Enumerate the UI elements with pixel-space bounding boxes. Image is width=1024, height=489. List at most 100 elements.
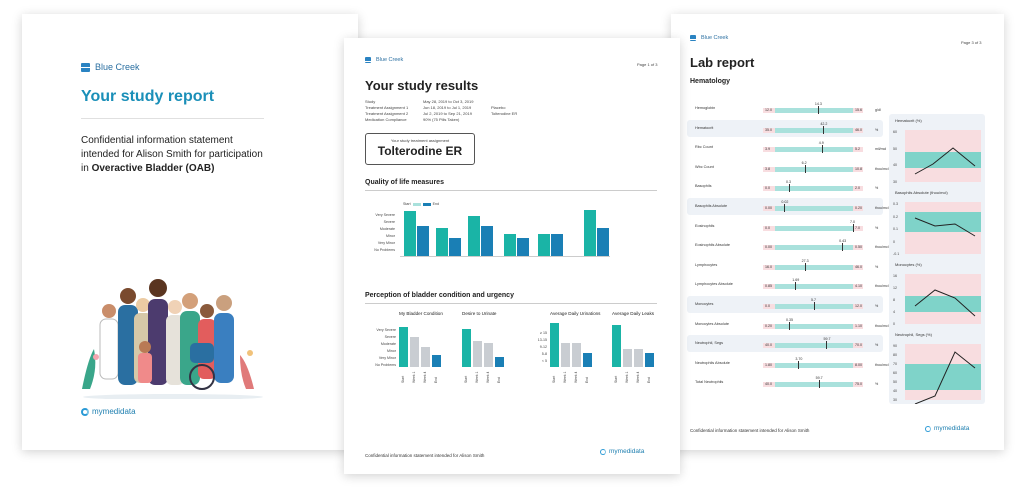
lab-normal-range: [775, 127, 853, 133]
week-label: Week 4: [574, 371, 578, 383]
lab-range-bar: [763, 206, 863, 211]
trend-tick-label: 0.3: [893, 202, 898, 206]
qol-start-bar: [404, 211, 416, 256]
perception-bar: [421, 347, 430, 367]
lab-value: 42.2: [820, 121, 828, 126]
mymedidata-logo: mymedidata: [600, 448, 644, 455]
legend-end-swatch: [422, 202, 431, 206]
lab-range-low: 12.0: [765, 108, 772, 112]
week-label: Week 4: [486, 371, 490, 383]
severity-level-label: Very Severe: [376, 328, 396, 332]
perception-chart-title: Average Daily Leaks: [612, 311, 655, 316]
lab-result-row: Monocytes 0.0 12.0 5.7%: [687, 296, 883, 313]
trend-tick-label: 0: [893, 239, 895, 244]
lab-unit: g/dl: [875, 108, 881, 112]
perception-divider: [365, 303, 657, 304]
lab-value-marker: [842, 243, 844, 252]
footer-statement: Confidential information statement inten…: [690, 428, 810, 433]
trend-chart-title: Monocytes (%): [895, 262, 922, 267]
qol-divider: [365, 190, 657, 191]
lab-value-marker: [784, 204, 786, 212]
info-label: Study: [365, 99, 376, 104]
trend-tick-label: 0.2: [893, 214, 898, 219]
lab-range-high: 12.0: [855, 304, 862, 308]
week-label: Week 1: [475, 371, 479, 383]
lab-unit: %: [875, 127, 879, 132]
lab-unit: %: [875, 382, 879, 387]
lab-normal-range: [775, 186, 853, 192]
lab-range-low: 0.20: [765, 323, 772, 328]
lab-result-row: Monocytes Absolute 0.20 1.10 0.35 thou/mcl: [687, 316, 889, 333]
qol-level-label: Very Minor: [377, 241, 395, 245]
lab-normal-range: [775, 264, 853, 270]
lab-range-high: 4.10: [855, 284, 862, 289]
perception-bar: [399, 327, 408, 367]
lab-value-marker: [814, 302, 815, 310]
lab-range-high: 46.0: [855, 264, 862, 269]
perception-bar: [634, 349, 643, 367]
trend-line: [914, 289, 976, 317]
lab-value: 14.3: [814, 102, 822, 106]
info-extra: Placebo: [491, 105, 506, 110]
week-label: End: [497, 376, 501, 383]
lab-range-high: 0.20: [855, 206, 862, 210]
lab-test-name: Lymphocytes Absolute: [695, 282, 733, 287]
brand-square-icon: [690, 35, 699, 41]
brand-square-icon: [81, 62, 90, 72]
perception-bar: [410, 337, 419, 367]
perception-chart-title: Desire to Urinate: [462, 311, 497, 316]
perception-chart-title: Average Daily Urinations: [550, 311, 601, 316]
week-label: Week 4: [423, 371, 427, 383]
lab-value: 1.69: [792, 278, 800, 283]
perception-bar: [473, 341, 482, 367]
count-level-label: 5-8: [541, 352, 547, 356]
trend-tick-label: 8: [893, 298, 895, 302]
lab-value: 7.0: [850, 219, 855, 224]
perception-bar: [432, 355, 441, 367]
confidential-statement: Confidential information statement inten…: [81, 134, 271, 176]
perception-bar: [623, 349, 632, 367]
trend-tick-label: 30: [893, 398, 897, 402]
lab-range-low: 3.8: [765, 166, 770, 171]
lab-test-name: Monocytes: [695, 302, 714, 306]
perception-bar: [550, 323, 559, 367]
trend-chart-title: Hematocrit (%): [895, 118, 922, 123]
mymedidata-logo: mymedidata: [81, 407, 136, 416]
severity-level-label: Severe: [384, 335, 396, 339]
trend-chart-plot: [905, 344, 981, 404]
lab-normal-range: [775, 108, 853, 113]
lab-test-name: Basophils Absolute: [695, 204, 728, 208]
trend-tick-label: 50: [893, 146, 897, 151]
lab-value: 0.3: [786, 180, 792, 185]
trend-tick-label: 30: [893, 180, 897, 184]
week-label: End: [585, 376, 589, 383]
lab-range-bar: [763, 127, 863, 133]
lab-value-marker: [804, 262, 806, 271]
lab-range-low: 0.0: [765, 186, 770, 191]
lab-value: 0.35: [786, 317, 794, 322]
trend-charts-panel: Hematocrit (%) 60 50 40 30 Basophils Absolute…: [889, 114, 985, 404]
lab-range-high: 1.10: [855, 323, 862, 328]
qol-start-bar: [468, 216, 480, 256]
lab-test-name: Eosinophils: [695, 223, 715, 228]
mymedidata-icon: [925, 425, 931, 432]
lab-value: 4.9: [818, 141, 824, 146]
lab-normal-range: [775, 362, 853, 368]
qol-baseline: [400, 256, 610, 257]
lab-value-marker: [821, 145, 823, 154]
study-results-page: Blue Creek Page 1 of 3 Your study result…: [344, 38, 680, 474]
qol-end-bar: [551, 234, 563, 256]
lab-range-low: 0.0: [765, 225, 770, 230]
page-title: Your study results: [365, 78, 479, 93]
lab-result-row: Wbc Count 3.8 10.8 6.2 thou/mcl: [687, 159, 889, 176]
lab-value-marker: [789, 321, 791, 330]
perception-bar: [583, 353, 592, 367]
lab-value: 27.3: [801, 258, 809, 263]
lab-result-row: Neutrophil, Segs 40.0 70.0 59.7%: [687, 335, 883, 353]
info-label: Treatment Assignment 2: [365, 111, 409, 116]
qol-start-bar: [538, 234, 550, 256]
trend-tick-label: 60: [893, 130, 897, 134]
report-cover-page: Blue Creek Your study report Confidentia…: [22, 14, 358, 450]
mymedidata-text: mymedidata: [609, 448, 645, 455]
title-divider: [81, 118, 264, 119]
